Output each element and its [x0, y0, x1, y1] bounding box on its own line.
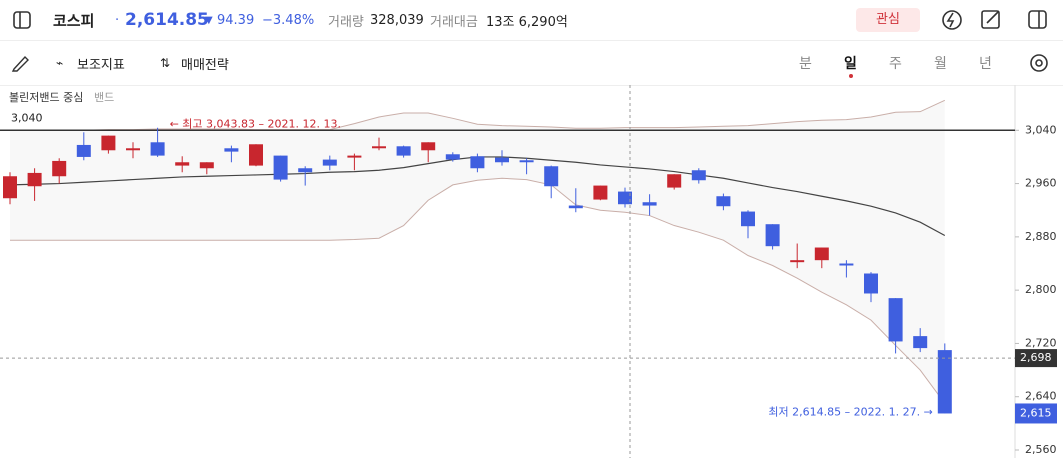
candle-body [298, 168, 313, 173]
y-tick-label: 2,560 [1025, 443, 1057, 456]
candle-body [76, 144, 91, 157]
candle-body [347, 155, 362, 158]
chart: 볼린저밴드 중심 밴드 3,040 2,960 2,880 2,800 2,720 2,6… [0, 85, 1057, 458]
last-price-label: 2,615 [1020, 406, 1052, 419]
candle-body [937, 350, 952, 414]
candle-body [618, 191, 632, 205]
candle-body [27, 172, 42, 187]
header: 코스피 · 2,614.85 ▼ 94.39 −3.48% 거래량 328,03… [0, 0, 1063, 41]
y-tick-label: 2,800 [1025, 283, 1057, 296]
low-annotation: 최저 2,614.85 – 2022. 1. 27. → [768, 405, 932, 418]
down-arrow: ▼ [205, 14, 213, 26]
candle-body [372, 146, 386, 149]
candle-body [322, 159, 337, 166]
draw-icon[interactable] [11, 53, 31, 73]
candle-body [716, 196, 731, 207]
panel-icon[interactable] [1028, 10, 1047, 29]
settings-icon[interactable] [1028, 52, 1050, 74]
candle-body [150, 142, 165, 156]
candle-body [667, 174, 682, 188]
sidebar-icon[interactable] [12, 10, 32, 30]
candle-body [593, 185, 608, 200]
volume-label: 거래량 [328, 14, 364, 30]
toolbar: ⌁ 보조지표 ⇅ 매매전략 [0, 41, 1063, 86]
y-tick-label: 2,640 [1025, 390, 1057, 403]
volume: 328,039 [370, 12, 424, 28]
candle-body [126, 148, 140, 151]
candle-body [765, 224, 780, 247]
y-tick-label: 2,720 [1025, 336, 1057, 349]
crosshair-badge [1015, 349, 1057, 368]
candle-body [864, 273, 878, 294]
candle-body [273, 155, 288, 180]
turnover: 13조 6,290억 [486, 14, 568, 30]
candle-body [888, 298, 903, 342]
edit-pen [986, 10, 1000, 24]
header-icons [942, 10, 1047, 30]
reference-label: 3,040 [11, 111, 43, 124]
y-tick-label: 2,880 [1025, 230, 1057, 243]
candle-body [249, 144, 263, 166]
indicator-title: 볼린저밴드 중심 [9, 91, 83, 104]
last-price-badge [1015, 403, 1057, 424]
indicator-sub: 밴드 [94, 91, 114, 104]
flash-bolt [946, 12, 955, 28]
candle-body [3, 176, 17, 199]
band-line [10, 99, 946, 131]
change: 94.39 [217, 12, 255, 28]
period-tab[interactable]: 년 [979, 56, 992, 72]
y-tick-label: 2,960 [1025, 177, 1057, 190]
candle-body [101, 135, 116, 151]
period-tab[interactable]: 일 [844, 53, 857, 78]
candle-body [544, 166, 559, 187]
candle-body [519, 160, 534, 163]
selected-dot [849, 74, 853, 78]
candle-body [199, 162, 214, 169]
high-annotation: ← 최고 3,043.83 – 2021. 12. 13. [170, 118, 341, 131]
flash-icon[interactable] [942, 10, 962, 30]
candle-body [642, 202, 657, 206]
candle-body [790, 260, 805, 263]
candle-body [741, 211, 755, 227]
index-name: 코스피 [53, 11, 95, 30]
strategy-button[interactable]: 매매전략 [181, 57, 229, 73]
candle-body [224, 148, 239, 152]
band-line [10, 177, 946, 404]
candle-body [839, 263, 854, 266]
price: 2,614.85 [125, 10, 209, 30]
turnover-label: 거래대금 [430, 14, 478, 30]
change-pct: −3.48% [262, 12, 315, 28]
candle-body [495, 157, 509, 163]
candle-body [396, 146, 411, 156]
edit-icon[interactable] [981, 10, 1000, 29]
period-tab[interactable]: 주 [889, 56, 902, 72]
dot: · [115, 12, 120, 28]
candle-body [445, 154, 460, 160]
watch-button[interactable]: 관심 [856, 8, 920, 32]
candle-body [814, 247, 829, 261]
period-tab[interactable]: 월 [934, 56, 947, 72]
candle-body [913, 336, 928, 349]
candle-body [52, 160, 67, 177]
crosshair-label: 2,698 [1020, 351, 1052, 364]
candle-body [470, 156, 485, 169]
candle-body [175, 162, 190, 166]
candle-body [691, 170, 706, 181]
ind-icon: ⌁ [56, 56, 64, 70]
candle-body [568, 205, 583, 209]
period-tab[interactable]: 분 [799, 56, 812, 72]
indicators-button[interactable]: 보조지표 [77, 57, 125, 73]
strategy-icon: ⇅ [160, 56, 171, 70]
y-tick-label: 3,040 [1025, 123, 1057, 136]
candle-body [421, 142, 436, 151]
